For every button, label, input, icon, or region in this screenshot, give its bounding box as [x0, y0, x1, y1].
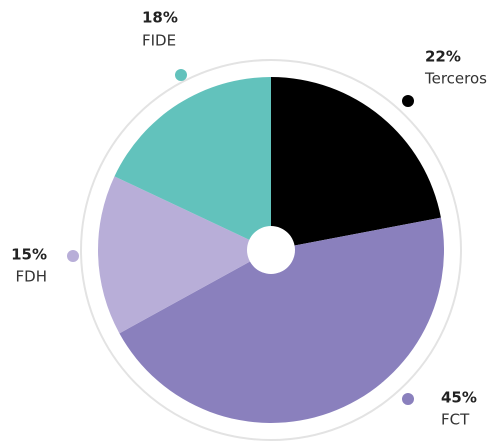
value-label: 45%: [441, 389, 477, 407]
category-label: FCT: [441, 411, 470, 429]
legend-dot: [402, 393, 414, 405]
category-label: FIDE: [142, 32, 176, 50]
legend-dot: [402, 95, 414, 107]
outer-ring: [80, 59, 462, 441]
category-label: FDH: [16, 268, 47, 286]
slices: [98, 77, 445, 423]
pie-slice: [114, 77, 271, 250]
pie-slice: [271, 77, 441, 250]
value-label: 18%: [142, 9, 178, 27]
legend-dot: [175, 69, 187, 81]
category-label: Terceros: [424, 70, 487, 88]
pie-slice: [98, 176, 272, 334]
pie-slice: [119, 217, 445, 423]
value-label: 15%: [11, 246, 47, 264]
legend-dot: [67, 250, 79, 262]
center-hole: [247, 226, 295, 274]
value-label: 22%: [425, 48, 461, 66]
